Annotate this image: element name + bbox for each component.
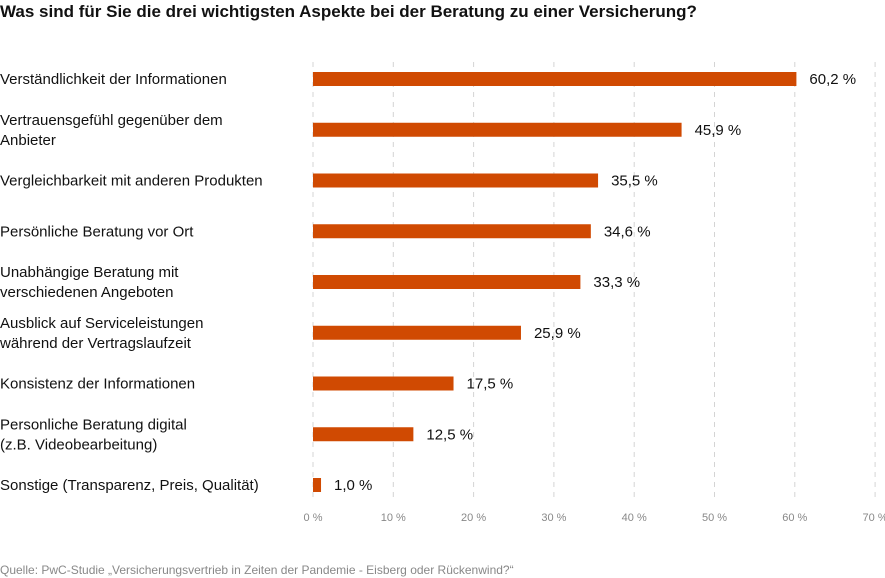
x-tick-label: 40 %	[622, 512, 647, 524]
category-label-line: Ausblick auf Serviceleistungen	[0, 315, 203, 332]
x-tick-label: 70 %	[863, 512, 885, 524]
bar	[313, 478, 322, 492]
category-label: Sonstige (Transparenz, Preis, Qualität)	[0, 477, 259, 494]
category-label-line: (z.B. Videobearbeitung)	[0, 436, 157, 453]
category-label: Vergleichbarkeit mit anderen Produkten	[0, 173, 263, 190]
category-label-line: Vertrauensgefühl gegenüber dem	[0, 112, 223, 129]
category-label: Verständlichkeit der Informationen	[0, 71, 227, 88]
data-label: 33,3 %	[593, 274, 640, 291]
x-tick-label: 10 %	[381, 512, 406, 524]
category-label: Persönliche Beratung vor Ort	[0, 223, 194, 240]
bar	[313, 173, 599, 188]
bar	[313, 376, 454, 391]
x-tick-label: 0 %	[304, 512, 323, 524]
data-label: 35,5 %	[611, 173, 658, 190]
category-label-line: Vergleichbarkeit mit anderen Produkten	[0, 173, 263, 190]
category-label-line: Verständlichkeit der Informationen	[0, 71, 227, 88]
category-label: Personliche Beratung digital (z.B. Videob…	[0, 416, 187, 453]
bar	[313, 325, 521, 340]
category-label-line: Anbieter	[0, 132, 56, 149]
bar	[313, 224, 591, 239]
chart-title: Was sind für Sie die drei wichtigsten As…	[0, 2, 697, 21]
data-label: 1,0 %	[334, 477, 372, 494]
x-tick-label: 60 %	[782, 512, 807, 524]
category-label-line: Unabhängige Beratung mit	[0, 264, 179, 281]
category-label-line: Persönliche Beratung vor Ort	[0, 223, 194, 240]
data-label: 12,5 %	[426, 426, 473, 443]
data-label: 60,2 %	[809, 71, 856, 88]
category-label-line: Konsistenz der Informationen	[0, 376, 195, 393]
data-label: 25,9 %	[534, 325, 581, 342]
category-label: Konsistenz der Informationen	[0, 376, 195, 393]
bar	[313, 275, 581, 289]
data-label: 17,5 %	[467, 376, 514, 393]
category-label-line: Sonstige (Transparenz, Preis, Qualität)	[0, 477, 259, 494]
x-tick-label: 50 %	[702, 512, 727, 524]
data-label: 34,6 %	[604, 223, 651, 240]
bar	[313, 122, 682, 137]
x-tick-label: 30 %	[541, 512, 566, 524]
category-label: Vertrauensgefühl gegenüber dem Anbieter	[0, 112, 223, 149]
bar	[313, 72, 797, 86]
source-note: Quelle: PwC-Studie „Versicherungsvertrie…	[0, 563, 514, 577]
x-tick-label: 20 %	[461, 512, 486, 524]
category-label-line: Personliche Beratung digital	[0, 416, 187, 433]
bar	[313, 427, 414, 442]
category-label: Unabhängige Beratung mit verschiedenen An…	[0, 264, 179, 301]
data-label: 45,9 %	[695, 122, 742, 139]
category-label-line: während der Vertragslaufzeit	[0, 335, 192, 352]
category-label: Ausblick auf Serviceleistungen während de…	[0, 315, 203, 352]
category-label-line: verschiedenen Angeboten	[0, 284, 173, 301]
